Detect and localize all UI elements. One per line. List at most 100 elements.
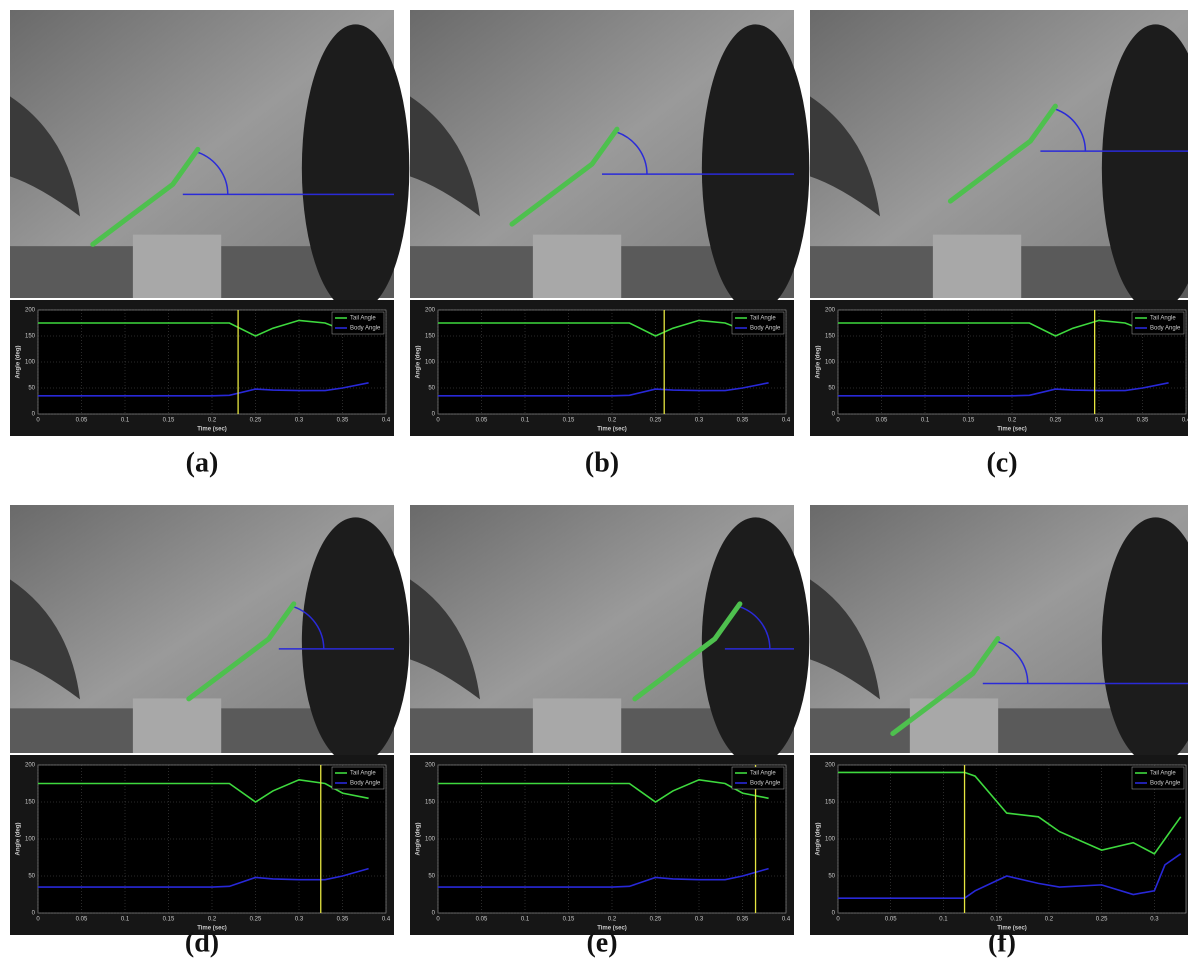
x-tick-label: 0.1 [121,418,130,424]
x-tick-label: 0.35 [337,418,349,424]
block [932,234,1022,298]
series-line [38,319,369,337]
y-tick-label: 200 [25,308,36,314]
wheel [301,517,410,766]
y-tick-label: 50 [428,874,435,880]
x-tick-label: 0.35 [737,418,749,424]
y-tick-label: 0 [832,412,836,418]
x-tick-label: 0.3 [295,917,304,923]
x-tick-label: 0.05 [476,418,488,424]
panel-caption: (c) [986,447,1017,478]
x-tick-label: 0.25 [1050,418,1062,424]
y-tick-label: 150 [25,334,36,340]
x-tick-label: 0.15 [963,418,975,424]
y-tick-label: 200 [425,763,436,769]
x-tick-label: 0.1 [939,917,948,923]
x-tick-label: 0.05 [76,917,88,923]
y-tick-label: 50 [28,386,35,392]
lizard [947,103,1058,204]
x-tick-label: 0.4 [782,917,791,923]
block [532,234,622,298]
x-tick-label: 0.05 [476,917,488,923]
x-tick-label: 0.2 [608,418,617,424]
x-tick-label: 0.2 [1045,917,1054,923]
x-tick-label: 0.35 [737,917,749,923]
y-axis-label: Angle (deg) [816,823,822,856]
legend-label: Tail Angle [350,316,376,322]
y-tick-label: 150 [25,800,36,806]
x-tick-label: 0.15 [163,418,175,424]
x-tick-label: 0.15 [563,418,575,424]
panel-caption: (d) [185,927,219,958]
y-tick-label: 50 [28,874,35,880]
x-tick-label: 0 [36,418,40,424]
x-tick-label: 0.05 [876,418,888,424]
panel-caption: (b) [585,447,619,478]
legend-label: Tail Angle [350,771,376,777]
legend-label: Body Angle [1150,781,1181,787]
x-tick-label: 0.15 [990,917,1002,923]
y-tick-label: 150 [825,800,836,806]
y-tick-label: 0 [432,911,436,917]
y-tick-label: 0 [832,911,836,917]
series-line [38,867,369,888]
y-tick-label: 150 [425,334,436,340]
x-tick-label: 0.1 [921,418,930,424]
y-tick-label: 200 [25,763,36,769]
x-tick-label: 0.2 [608,917,617,923]
x-tick-label: 0.35 [1137,418,1149,424]
x-tick-label: 0.25 [1096,917,1108,923]
x-tick-label: 0.2 [208,418,217,424]
x-axis-label: Time (sec) [997,427,1027,433]
series-line [38,382,369,397]
legend-label: Body Angle [1150,326,1181,332]
x-tick-label: 0 [836,418,840,424]
y-axis-label: Angle (deg) [416,823,422,856]
x-tick-label: 0.4 [1182,418,1188,424]
x-tick-label: 0.1 [121,917,130,923]
x-axis-label: Time (sec) [197,427,227,433]
plant [10,579,80,700]
lizard [186,601,297,702]
legend-label: Body Angle [350,326,381,332]
angle-arc [616,131,648,175]
y-axis-label: Angle (deg) [816,346,822,379]
x-tick-label: 0.2 [1008,418,1017,424]
x-tick-label: 0.25 [250,917,262,923]
x-tick-label: 0.3 [1150,917,1159,923]
series-line [438,778,769,803]
y-axis-label: Angle (deg) [416,346,422,379]
legend-label: Tail Angle [750,316,776,322]
y-axis-label: Angle (deg) [16,823,22,856]
x-tick-label: 0.25 [650,418,662,424]
x-tick-label: 0 [436,917,440,923]
panel-caption: (e) [586,927,617,958]
plant [410,96,480,217]
x-tick-label: 0.05 [76,418,88,424]
x-tick-label: 0.3 [695,418,704,424]
series-line [838,853,1182,899]
x-tick-label: 0 [36,917,40,923]
x-tick-label: 0.25 [650,917,662,923]
y-tick-label: 50 [828,386,835,392]
y-tick-label: 100 [425,360,436,366]
angle-arc [739,606,771,649]
x-axis-label: Time (sec) [997,926,1027,932]
y-tick-label: 0 [432,412,436,418]
x-tick-label: 0.1 [521,418,530,424]
x-tick-label: 0.35 [337,917,349,923]
plant [810,96,880,217]
x-tick-label: 0.3 [1095,418,1104,424]
angle-arc [197,151,229,195]
lizard [90,146,201,247]
series-line [438,319,769,337]
y-tick-label: 0 [32,911,36,917]
wheel [701,24,810,313]
panel-caption: (a) [186,447,219,478]
x-axis-label: Time (sec) [197,926,227,932]
angle-arc [1055,108,1087,152]
lizard [632,601,743,702]
y-tick-label: 0 [32,412,36,418]
x-tick-label: 0 [836,917,840,923]
